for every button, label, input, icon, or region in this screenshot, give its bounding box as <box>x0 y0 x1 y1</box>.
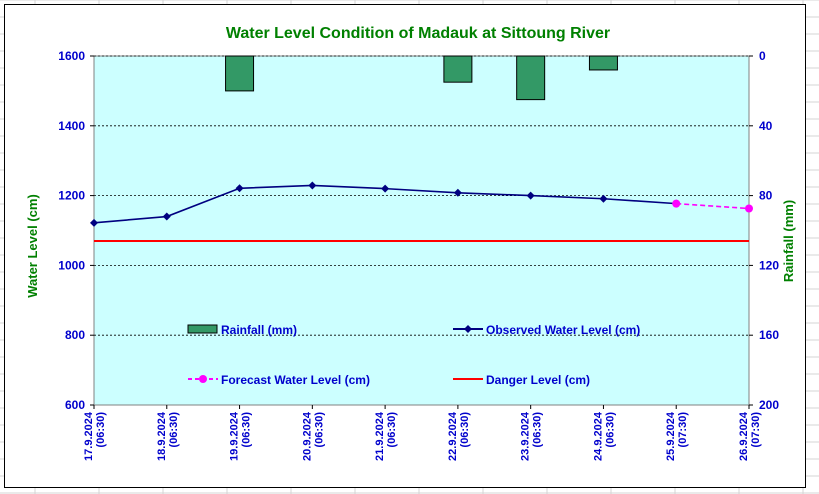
observed-point <box>453 188 462 197</box>
x-tick-label: 26.9.2024 (07:30) <box>738 411 762 461</box>
observed-point <box>162 212 171 221</box>
rainfall-bar <box>443 55 473 83</box>
x-tick-date: 19.9.2024 <box>229 411 241 461</box>
left-axis-title: Water Level (cm) <box>25 194 40 298</box>
x-tick-time: (06:30) <box>532 412 544 448</box>
legend-forecast-label: Forecast Water Level (cm) <box>221 373 370 387</box>
left-tick-label: 1200 <box>58 189 85 203</box>
legend: Rainfall (mm) Observed Water Level (cm) … <box>187 323 640 387</box>
x-tick-date: 20.9.2024 <box>301 411 313 461</box>
x-tick-date: 26.9.2024 <box>738 411 750 461</box>
rainfall-bars <box>225 55 618 101</box>
x-tick-date: 23.9.2024 <box>520 411 532 461</box>
legend-rainfall-swatch <box>187 324 218 334</box>
x-tick-time: (06:30) <box>604 412 616 448</box>
x-tick-label: 17.9.2024 (06:30) <box>83 411 107 461</box>
observed-point <box>599 194 608 203</box>
legend-observed-label: Observed Water Level (cm) <box>486 323 640 337</box>
x-tick-date: 25.9.2024 <box>665 411 677 461</box>
x-tick-label: 25.9.2024 (07:30) <box>665 411 689 461</box>
x-tick-time: (06:30) <box>386 412 398 448</box>
x-tick-label: 20.9.2024 (06:30) <box>301 411 325 461</box>
x-tick-time: (07:30) <box>750 412 762 448</box>
left-tick-label: 1600 <box>58 49 85 63</box>
x-tick-label: 24.9.2024 (06:30) <box>592 411 616 461</box>
chart-title: Water Level Condition of Madauk at Sitto… <box>226 25 610 42</box>
x-tick-date: 22.9.2024 <box>447 411 459 461</box>
x-tick-date: 21.9.2024 <box>374 411 386 461</box>
forecast-point <box>745 204 753 213</box>
x-tick-label: 23.9.2024 (06:30) <box>520 411 544 461</box>
plot-area <box>93 55 750 406</box>
x-tick-time: (07:30) <box>677 412 689 448</box>
right-axis-ticks: 0 40 80 120 160 200 <box>749 49 779 412</box>
legend-observed-marker <box>464 325 472 333</box>
right-axis-title: Rainfall (mm) <box>781 200 796 282</box>
x-tick-time: (06:30) <box>313 412 325 448</box>
left-tick-label: 1400 <box>58 119 85 133</box>
right-tick-label: 80 <box>759 189 773 203</box>
forecast-water-level-series <box>672 199 753 213</box>
right-tick-label: 120 <box>759 258 779 272</box>
left-tick-label: 800 <box>65 328 85 342</box>
rainfall-bar <box>225 55 255 92</box>
left-tick-label: 600 <box>65 398 85 412</box>
x-tick-date: 18.9.2024 <box>156 411 168 461</box>
observed-point <box>526 191 535 200</box>
observed-point <box>381 184 390 193</box>
left-tick-label: 1000 <box>58 258 85 272</box>
left-axis-ticks: 600 800 1000 1200 1400 1600 <box>58 49 94 412</box>
gridlines <box>94 55 749 336</box>
forecast-line <box>676 202 750 210</box>
observed-water-level-series <box>90 181 681 227</box>
legend-rainfall-label: Rainfall (mm) <box>221 323 297 337</box>
rainfall-bar <box>516 55 546 101</box>
x-tick-date: 17.9.2024 <box>83 411 95 461</box>
observed-point <box>235 184 244 193</box>
x-tick-date: 24.9.2024 <box>592 411 604 461</box>
x-tick-time: (06:30) <box>168 412 180 448</box>
x-tick-label: 22.9.2024 (06:30) <box>447 411 471 461</box>
right-tick-label: 200 <box>759 398 779 412</box>
legend-forecast-marker <box>199 375 207 383</box>
x-tick-label: 21.9.2024 (06:30) <box>374 411 398 461</box>
x-tick-time: (06:30) <box>95 412 107 448</box>
forecast-point <box>672 199 681 208</box>
right-tick-label: 160 <box>759 328 779 342</box>
x-tick-time: (06:30) <box>241 412 253 448</box>
right-tick-label: 40 <box>759 119 773 133</box>
observed-point <box>90 218 98 227</box>
observed-point <box>308 181 317 190</box>
right-tick-label: 0 <box>759 49 766 63</box>
x-tick-label: 18.9.2024 (06:30) <box>156 411 180 461</box>
legend-danger-label: Danger Level (cm) <box>486 373 590 387</box>
x-tick-time: (06:30) <box>459 412 471 448</box>
rainfall-bar <box>588 55 618 71</box>
x-axis-ticks: 17.9.2024 (06:30) 18.9.2024 (06:30) 19.9.202… <box>83 405 762 461</box>
x-tick-label: 19.9.2024 (06:30) <box>229 411 253 461</box>
